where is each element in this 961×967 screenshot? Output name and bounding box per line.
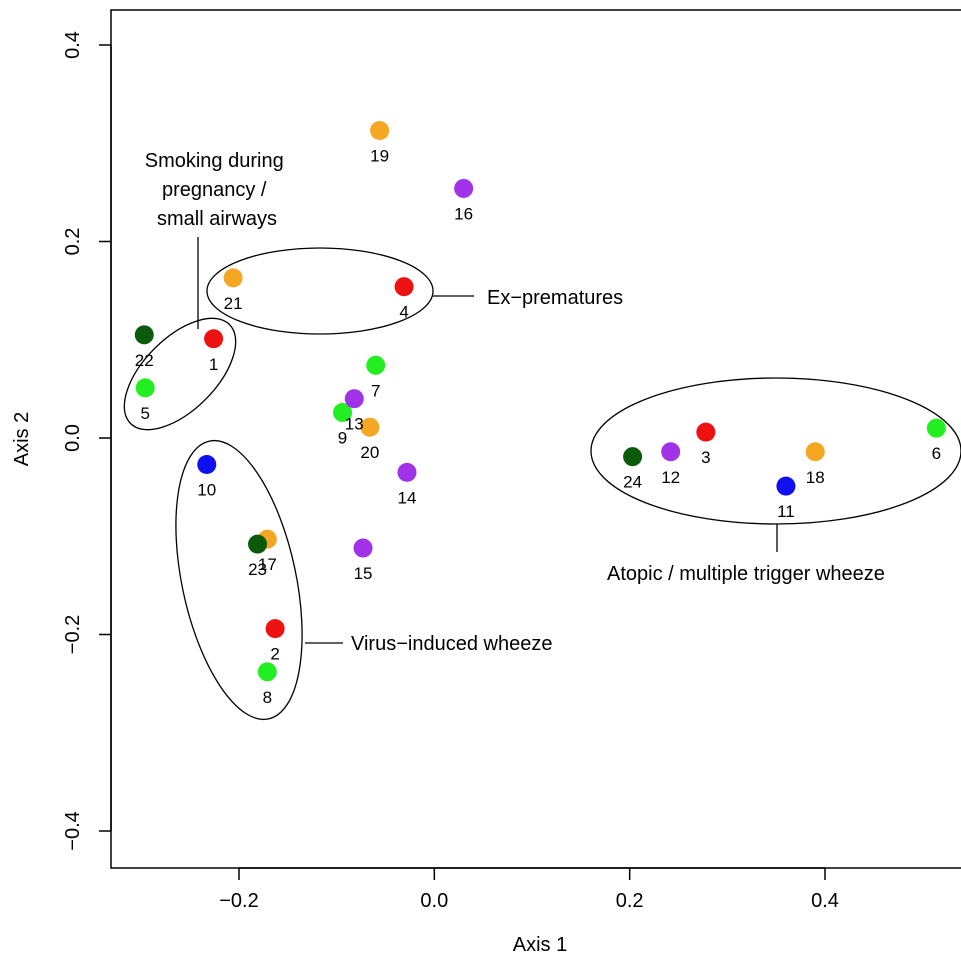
data-point-label-13: 13	[345, 415, 364, 434]
annotation-atopic: Atopic / multiple trigger wheeze	[607, 563, 885, 585]
data-point-21	[223, 268, 243, 288]
y-tick-label: 0.0	[62, 424, 84, 452]
y-tick-label: 0.2	[62, 228, 84, 256]
data-point-label-9: 9	[338, 428, 347, 447]
data-point-label-5: 5	[141, 404, 150, 423]
data-point-24	[623, 447, 643, 467]
data-point-label-14: 14	[398, 488, 417, 507]
group-ellipse-atopic	[590, 377, 961, 525]
data-point-label-15: 15	[354, 564, 373, 583]
data-point-label-6: 6	[932, 444, 941, 463]
data-point-label-21: 21	[224, 294, 243, 313]
data-point-10	[197, 455, 217, 475]
annotation-smoking: Smoking during pregnancy / small airways	[145, 150, 290, 230]
group-outlines	[123, 237, 961, 721]
data-point-12	[661, 442, 681, 462]
data-point-7	[366, 355, 386, 375]
x-tick-label: 0.0	[420, 890, 448, 912]
data-point-label-2: 2	[270, 645, 279, 664]
x-axis: −0.2 0.0 0.2 0.4	[219, 867, 839, 912]
data-point-16	[454, 178, 474, 198]
y-axis: −0.4 −0.2 0.0 0.2 0.4	[62, 31, 112, 851]
data-point-label-22: 22	[135, 351, 154, 370]
data-point-6	[926, 418, 946, 438]
x-tick-label: 0.2	[616, 890, 644, 912]
data-point-label-3: 3	[701, 448, 710, 467]
data-point-14	[397, 462, 417, 482]
data-point-label-11: 11	[777, 502, 795, 521]
data-point-label-12: 12	[661, 468, 680, 487]
data-point-2	[265, 619, 285, 639]
data-point-label-23: 23	[248, 560, 267, 579]
data-point-label-19: 19	[370, 146, 389, 165]
data-point-label-4: 4	[399, 303, 408, 322]
x-tick-label: 0.4	[811, 890, 839, 912]
group-ellipse-prematures	[206, 247, 434, 335]
data-point-23	[248, 534, 268, 554]
plot-frame	[110, 9, 961, 869]
data-point-20	[360, 417, 380, 437]
data-point-label-8: 8	[263, 688, 272, 707]
data-point-label-20: 20	[360, 443, 379, 462]
y-tick-label: 0.4	[62, 31, 84, 59]
group-ellipse-virus	[175, 439, 303, 721]
data-point-1	[204, 329, 224, 349]
data-point-8	[257, 662, 277, 682]
annotation-prematures: Ex−prematures	[487, 287, 623, 309]
data-point-label-7: 7	[371, 381, 380, 400]
data-point-label-1: 1	[209, 355, 218, 374]
data-point-11	[776, 476, 796, 496]
group-ellipse-smoking	[123, 317, 237, 431]
data-point-22	[134, 325, 154, 345]
annotation-virus: Virus−induced wheeze	[351, 633, 552, 655]
data-point-9	[333, 402, 353, 422]
data-point-label-24: 24	[623, 473, 642, 492]
data-point-13	[344, 389, 364, 409]
data-point-label-10: 10	[197, 481, 216, 500]
data-point-label-18: 18	[806, 468, 825, 487]
y-tick-label: −0.2	[62, 615, 84, 654]
group-annotations: Smoking during pregnancy / small airways…	[145, 150, 885, 655]
y-axis-label: Axis 2	[11, 412, 33, 466]
data-point-15	[353, 538, 373, 558]
data-point-4	[394, 277, 414, 297]
data-point-label-17: 17	[258, 555, 277, 574]
data-point-19	[370, 120, 390, 140]
y-tick-label: −0.4	[62, 811, 84, 850]
data-point-3	[696, 422, 716, 442]
data-point-5	[135, 378, 155, 398]
data-point-18	[805, 442, 825, 462]
x-axis-label: Axis 1	[513, 934, 567, 956]
data-points	[134, 120, 946, 682]
x-tick-label: −0.2	[219, 890, 258, 912]
data-point-label-16: 16	[454, 204, 473, 223]
